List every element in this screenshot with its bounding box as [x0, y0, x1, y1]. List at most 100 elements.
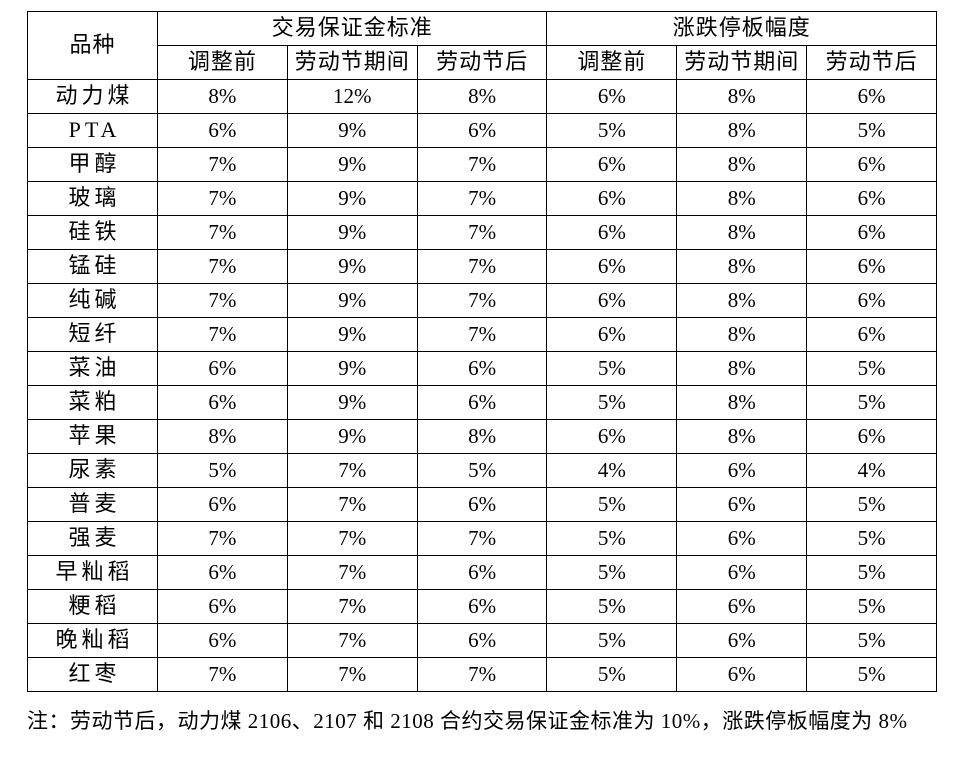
table-header: 品种 交易保证金标准 涨跌停板幅度 调整前 劳动节期间 劳动节后 调整前 劳动节… — [27, 11, 937, 80]
margin-and-limit-table: 品种 交易保证金标准 涨跌停板幅度 调整前 劳动节期间 劳动节后 调整前 劳动节… — [27, 11, 937, 692]
cell-margin-during: 7% — [286, 487, 418, 522]
table-row: 锰硅 7% 9% 7% 6% 8% 6% — [27, 249, 937, 284]
cell-margin-after: 6% — [416, 589, 548, 624]
cell-limit-after: 5% — [806, 113, 937, 148]
cell-margin-after: 7% — [416, 181, 548, 216]
cell-limit-before: 6% — [546, 79, 678, 114]
cell-margin-before: 8% — [157, 79, 288, 114]
cell-limit-before: 5% — [546, 487, 678, 522]
table-row: 玻璃 7% 9% 7% 6% 8% 6% — [27, 181, 937, 216]
header-margin-during: 劳动节期间 — [286, 45, 418, 80]
cell-variety: PTA — [27, 113, 158, 148]
cell-margin-after: 7% — [416, 147, 548, 182]
cell-margin-before: 6% — [157, 487, 288, 522]
header-margin-before: 调整前 — [157, 45, 288, 80]
cell-margin-after: 6% — [416, 351, 548, 386]
cell-variety: 苹果 — [27, 419, 158, 454]
cell-variety: 尿素 — [27, 453, 158, 488]
cell-limit-before: 5% — [546, 555, 678, 590]
table-row: 硅铁 7% 9% 7% 6% 8% 6% — [27, 215, 937, 250]
cell-limit-before: 6% — [546, 249, 678, 284]
cell-margin-after: 8% — [416, 79, 548, 114]
cell-limit-before: 6% — [546, 215, 678, 250]
cell-limit-during: 8% — [676, 249, 808, 284]
cell-margin-during: 7% — [286, 521, 418, 556]
cell-limit-after: 5% — [806, 487, 937, 522]
cell-variety: 动力煤 — [27, 79, 158, 114]
cell-limit-during: 6% — [676, 623, 808, 658]
cell-variety: 纯碱 — [27, 283, 158, 318]
cell-variety: 晚籼稻 — [27, 623, 158, 658]
header-variety: 品种 — [27, 11, 158, 80]
cell-margin-during: 12% — [286, 79, 418, 114]
cell-margin-before: 6% — [157, 589, 288, 624]
cell-margin-before: 6% — [157, 113, 288, 148]
cell-limit-during: 6% — [676, 657, 808, 692]
cell-margin-before: 7% — [157, 657, 288, 692]
cell-limit-before: 4% — [546, 453, 678, 488]
cell-limit-before: 6% — [546, 317, 678, 352]
cell-limit-before: 6% — [546, 419, 678, 454]
cell-margin-after: 7% — [416, 657, 548, 692]
cell-limit-after: 6% — [806, 181, 937, 216]
header-group-price-limit: 涨跌停板幅度 — [546, 11, 937, 46]
header-group-margin: 交易保证金标准 — [156, 11, 548, 46]
table-row: 晚籼稻 6% 7% 6% 5% 6% 5% — [27, 623, 937, 658]
cell-margin-before: 6% — [157, 555, 288, 590]
cell-margin-before: 7% — [157, 147, 288, 182]
cell-margin-during: 9% — [286, 147, 418, 182]
cell-margin-after: 6% — [416, 487, 548, 522]
cell-limit-after: 6% — [806, 419, 937, 454]
cell-margin-before: 6% — [157, 351, 288, 386]
cell-variety: 强麦 — [27, 521, 158, 556]
cell-variety: 玻璃 — [27, 181, 158, 216]
cell-margin-after: 7% — [416, 317, 548, 352]
table-row: 尿素 5% 7% 5% 4% 6% 4% — [27, 453, 937, 488]
cell-margin-during: 9% — [286, 351, 418, 386]
cell-limit-after: 5% — [806, 521, 937, 556]
cell-margin-before: 5% — [157, 453, 288, 488]
cell-limit-before: 5% — [546, 351, 678, 386]
table-row: PTA 6% 9% 6% 5% 8% 5% — [27, 113, 937, 148]
cell-limit-before: 5% — [546, 657, 678, 692]
cell-margin-before: 7% — [157, 215, 288, 250]
cell-limit-after: 5% — [806, 555, 937, 590]
cell-margin-after: 6% — [416, 555, 548, 590]
cell-variety: 普麦 — [27, 487, 158, 522]
cell-margin-after: 7% — [416, 521, 548, 556]
cell-margin-during: 9% — [286, 419, 418, 454]
cell-margin-after: 6% — [416, 113, 548, 148]
cell-margin-before: 8% — [157, 419, 288, 454]
cell-margin-before: 7% — [157, 283, 288, 318]
cell-limit-after: 5% — [806, 589, 937, 624]
cell-limit-after: 5% — [806, 385, 937, 420]
cell-variety: 锰硅 — [27, 249, 158, 284]
cell-variety: 红枣 — [27, 657, 158, 692]
table-row: 纯碱 7% 9% 7% 6% 8% 6% — [27, 283, 937, 318]
cell-variety: 菜粕 — [27, 385, 158, 420]
cell-margin-during: 7% — [286, 623, 418, 658]
cell-limit-before: 5% — [546, 385, 678, 420]
cell-limit-after: 5% — [806, 351, 937, 386]
cell-margin-after: 5% — [416, 453, 548, 488]
cell-variety: 菜油 — [27, 351, 158, 386]
cell-margin-during: 7% — [286, 589, 418, 624]
cell-margin-during: 9% — [286, 385, 418, 420]
cell-margin-before: 6% — [157, 385, 288, 420]
cell-variety: 甲醇 — [27, 147, 158, 182]
cell-limit-during: 8% — [676, 215, 808, 250]
cell-margin-during: 7% — [286, 555, 418, 590]
cell-limit-during: 8% — [676, 147, 808, 182]
header-limit-before: 调整前 — [546, 45, 678, 80]
table-body: 动力煤 8% 12% 8% 6% 8% 6% PTA 6% 9% 6% 5% 8% 5% 甲醇 7% 9% 7% 6… — [27, 79, 937, 692]
cell-variety: 短纤 — [27, 317, 158, 352]
cell-limit-during: 8% — [676, 113, 808, 148]
cell-limit-before: 5% — [546, 623, 678, 658]
header-row-subcolumns: 调整前 劳动节期间 劳动节后 调整前 劳动节期间 劳动节后 — [28, 45, 937, 80]
cell-margin-before: 7% — [157, 317, 288, 352]
cell-margin-during: 9% — [286, 317, 418, 352]
cell-limit-during: 8% — [676, 419, 808, 454]
cell-margin-after: 8% — [416, 419, 548, 454]
cell-limit-after: 6% — [806, 147, 937, 182]
